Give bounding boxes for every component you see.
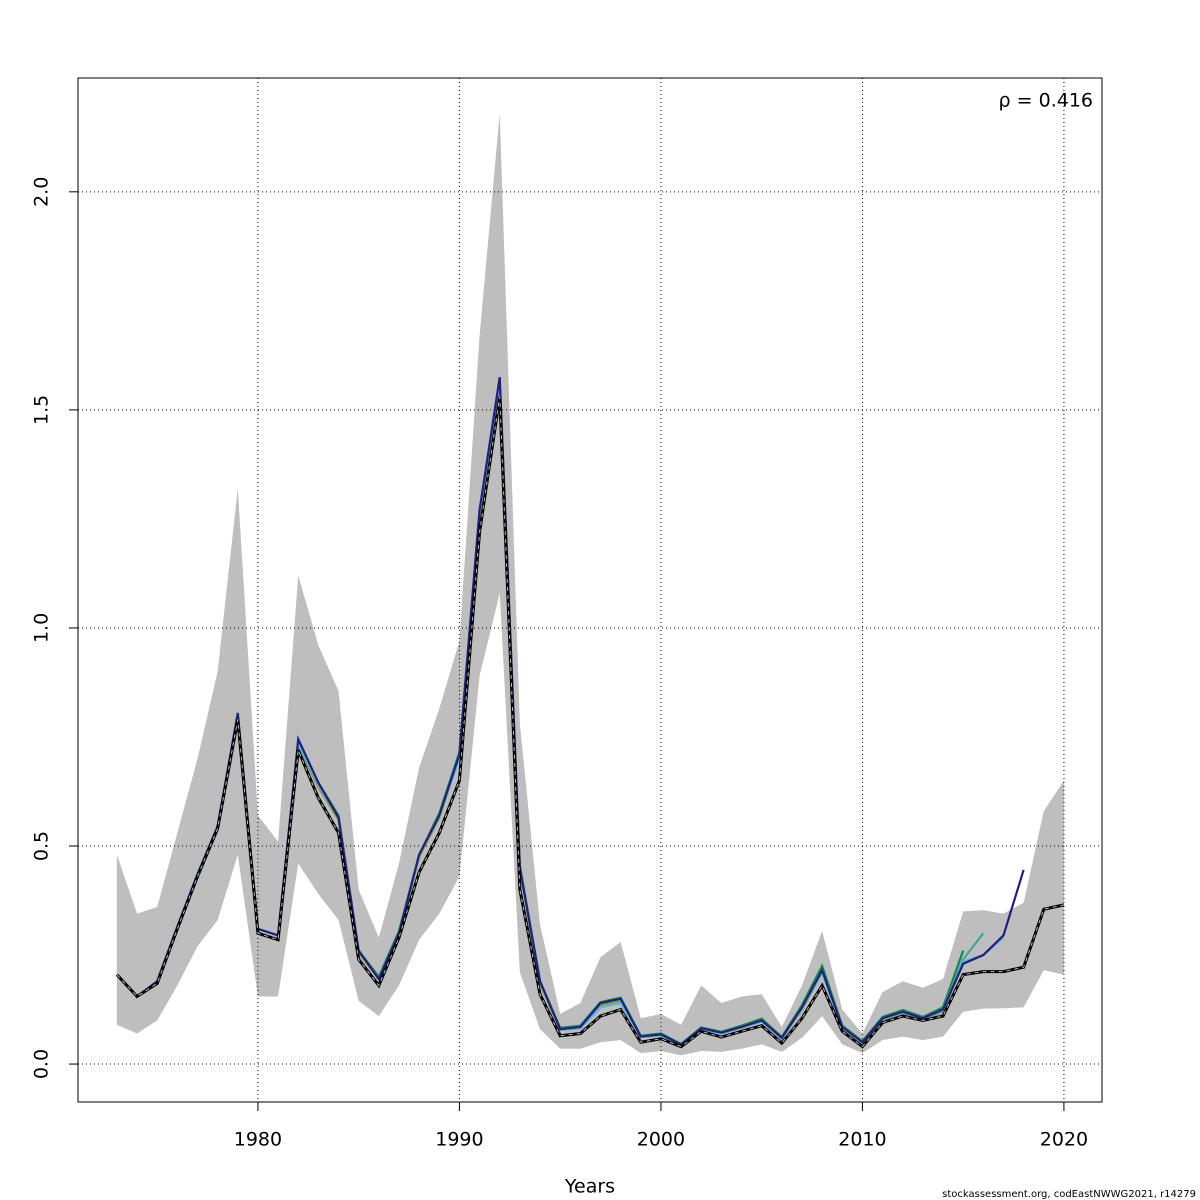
y-tick-label: 1.5 (31, 395, 53, 425)
series-line (116, 377, 1025, 1046)
y-tick-label: 0.0 (31, 1049, 53, 1079)
x-tick-label: 1980 (234, 1129, 282, 1151)
series-line-dash (116, 396, 1065, 1048)
x-tick-label: 2020 (1040, 1129, 1088, 1151)
plot-frame (77, 77, 1103, 1103)
y-tick-label: 1.0 (31, 613, 53, 643)
y-tick-label: 2.0 (31, 177, 53, 207)
x-tick-label: 2000 (637, 1129, 685, 1151)
footer: stockassessment.org, codEastNWWG2021, r1… (942, 1189, 1196, 1200)
x-tick-label: 1990 (435, 1129, 483, 1151)
x-axis-label: Years (564, 1176, 615, 1198)
y-tick-label: 0.5 (31, 831, 53, 861)
x-tick-label: 2010 (838, 1129, 886, 1151)
annotation: ρ = 0.416 (999, 90, 1093, 112)
confidence-band (116, 113, 1064, 1056)
